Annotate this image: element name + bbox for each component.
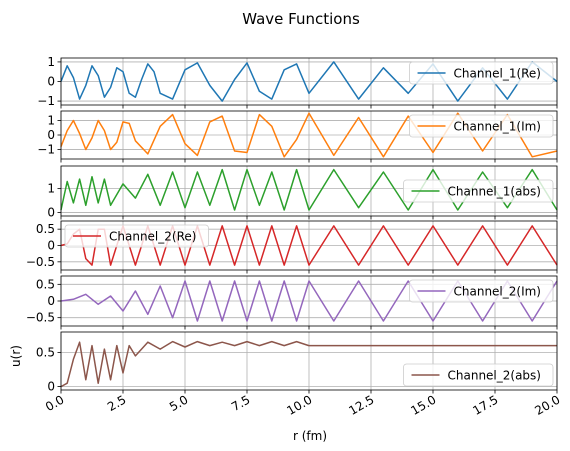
y-tick-label: −0.5	[26, 311, 55, 325]
legend-box	[409, 114, 554, 138]
x-tick-label: 20.0	[532, 392, 562, 417]
panel-4: 0.5 0 −0.5 Channel_2(Re)	[26, 220, 558, 274]
legend-label: Channel_2(Im)	[454, 285, 542, 299]
panel-2: 10−1 Channel_1(Im)	[37, 110, 558, 163]
legend: Channel_1(abs)	[403, 179, 554, 203]
panel-5: 0.5 0 −0.5 Channel_2(Im)	[26, 275, 558, 330]
legend-label: Channel_2(abs)	[448, 369, 542, 383]
series-line	[60, 340, 557, 388]
legend-box	[403, 179, 554, 203]
legend-box	[403, 363, 554, 387]
series-line	[60, 280, 558, 322]
legend: Channel_2(Im)	[409, 279, 554, 303]
y-tick-label: 0	[47, 128, 55, 142]
y-tick-label: 0.5	[36, 222, 55, 236]
legend-label: Channel_2(Re)	[109, 230, 196, 244]
y-tick-label: 0	[47, 205, 55, 219]
y-tick-label: −1	[37, 94, 55, 108]
panel-3: 1 0 Channel_1(abs)	[47, 165, 558, 220]
legend-box	[409, 279, 554, 303]
x-tick-label: 12.5	[346, 392, 376, 417]
y-tick-label: 0.5	[36, 277, 55, 291]
y-tick-label: 0	[47, 380, 55, 394]
y-tick-label: −0.5	[26, 255, 55, 269]
y-tick-label: 0	[47, 294, 55, 308]
x-axis-label: r (fm)	[293, 429, 327, 443]
legend-label: Channel_1(Re)	[454, 67, 541, 81]
legend: Channel_1(Im)	[409, 114, 554, 138]
x-tick-label: 7.5	[229, 392, 253, 414]
x-tick-label: 15.0	[408, 392, 438, 417]
panel-6: 0.5 0 Channel_2(abs)	[36, 331, 558, 394]
series-line	[60, 61, 558, 102]
y-axis-label: u(r)	[9, 345, 23, 367]
y-tick-label: −1	[37, 143, 55, 157]
y-tick-label: 1	[47, 182, 55, 196]
x-tick-label: 10.0	[284, 392, 314, 417]
x-tick-label: 5.0	[167, 392, 191, 414]
x-tick-label: 0.0	[43, 392, 67, 414]
legend-box	[409, 61, 554, 85]
legend-label: Channel_1(abs)	[448, 185, 542, 199]
legend-box	[64, 224, 209, 248]
legend: Channel_2(abs)	[403, 363, 554, 387]
y-tick-label: 0	[47, 239, 55, 253]
x-tick-label: 2.5	[105, 392, 129, 414]
chart-title: Wave Functions	[242, 10, 360, 28]
legend: Channel_1(Re)	[409, 61, 554, 85]
series-line	[60, 112, 558, 158]
legend-label: Channel_1(Im)	[454, 120, 542, 134]
x-tick-label: 17.5	[470, 392, 500, 417]
y-tick-label: 1	[47, 55, 55, 69]
y-tick-label: 0.5	[36, 345, 55, 359]
panel-1: 1 0 −1 Channel_1(Re)	[37, 55, 558, 109]
y-tick-label: 0	[47, 75, 55, 89]
y-tick-label: 1	[47, 113, 55, 127]
legend: Channel_2(Re)	[64, 224, 209, 248]
